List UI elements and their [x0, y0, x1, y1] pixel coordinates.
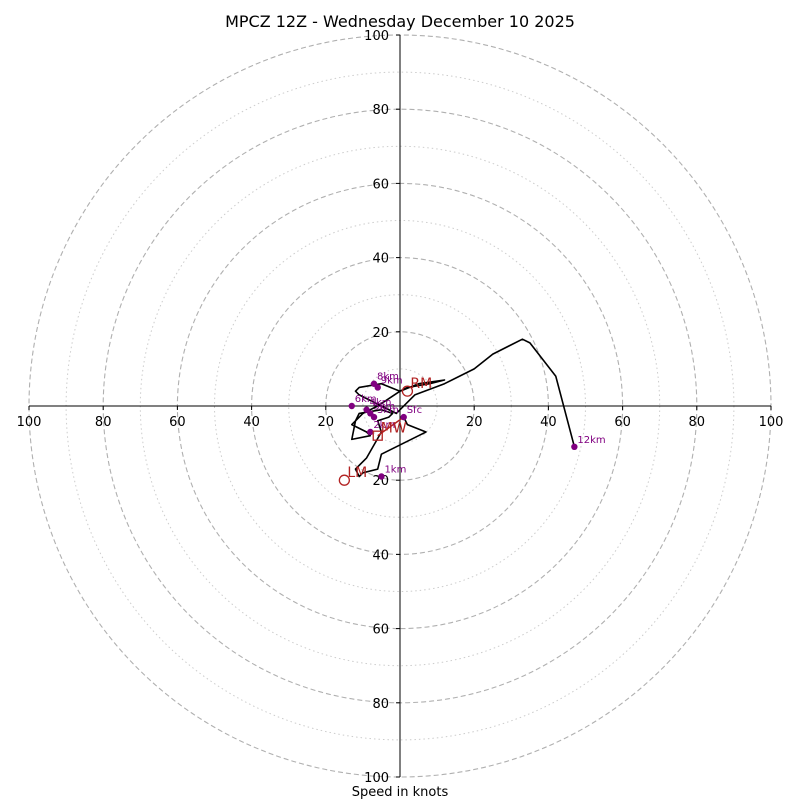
- level-label-1: 1km: [384, 464, 406, 475]
- chart-title: MPCZ 12Z - Wednesday December 10 2025: [225, 12, 575, 31]
- y-tick-label-2: 60: [372, 177, 389, 192]
- storm-motions: RM LM MW: [338, 376, 432, 486]
- y-tick-label-3: 40: [372, 252, 389, 267]
- y-tick-label-4: 20: [372, 326, 389, 341]
- y-tick-label-9: 100: [364, 771, 389, 786]
- level-point-5: [367, 410, 374, 417]
- y-tick-label-7: 60: [372, 623, 389, 638]
- x-tick-label-5: 20: [466, 415, 483, 430]
- level-label-6: 6km: [355, 394, 377, 405]
- axes: [29, 35, 771, 777]
- x-tick-label-4: 20: [318, 415, 335, 430]
- y-tick-label-8: 80: [372, 697, 389, 712]
- x-tick-label-6: 40: [540, 415, 557, 430]
- motion-label-0: RM: [410, 376, 432, 392]
- motion-label-1: LM: [347, 465, 367, 481]
- x-tick-label-2: 60: [169, 415, 186, 430]
- level-label-9: 12km: [577, 435, 605, 446]
- x-tick-label-1: 80: [95, 415, 112, 430]
- level-point-0: [400, 413, 407, 421]
- level-point-6: [348, 402, 355, 410]
- y-tick-label-1: 80: [372, 103, 389, 118]
- y-tick-label-0: 100: [364, 29, 389, 44]
- level-point-9: [571, 443, 578, 451]
- level-point-1: [378, 473, 385, 480]
- y-tick-label-6: 40: [372, 548, 389, 563]
- level-point-2: [367, 428, 374, 436]
- x-tick-label-7: 60: [614, 415, 631, 430]
- x-axis-label: Speed in knots: [352, 785, 449, 800]
- x-tick-label-0: 100: [17, 415, 42, 430]
- level-label-5: 5km: [373, 401, 395, 412]
- level-label-2: 2km: [373, 420, 395, 431]
- y-tick-label-5: 20: [372, 474, 389, 489]
- level-label-4: 4km: [370, 398, 392, 409]
- motion-marker-1: [338, 474, 351, 486]
- x-tick-label-8: 80: [689, 415, 706, 430]
- motion-label-2: MW: [381, 421, 407, 437]
- hodograph-trace: [350, 338, 576, 478]
- level-point-8: [374, 384, 381, 391]
- hodograph-line: [350, 338, 576, 478]
- motion-marker-0: [401, 385, 414, 397]
- x-tick-label-9: 100: [759, 415, 784, 430]
- level-label-3: 3km: [377, 405, 399, 416]
- tick-labels: 100 80 60 40 20 20 40 60 80 100 100 80 60 40 20 20 40 60 8…: [17, 29, 784, 786]
- level-label-8: 9km: [381, 375, 403, 386]
- level-label-0: Sfc: [407, 405, 422, 416]
- motion-marker-2: [372, 430, 383, 441]
- x-tick-label-3: 40: [243, 415, 260, 430]
- level-label-7: 8km: [377, 372, 399, 383]
